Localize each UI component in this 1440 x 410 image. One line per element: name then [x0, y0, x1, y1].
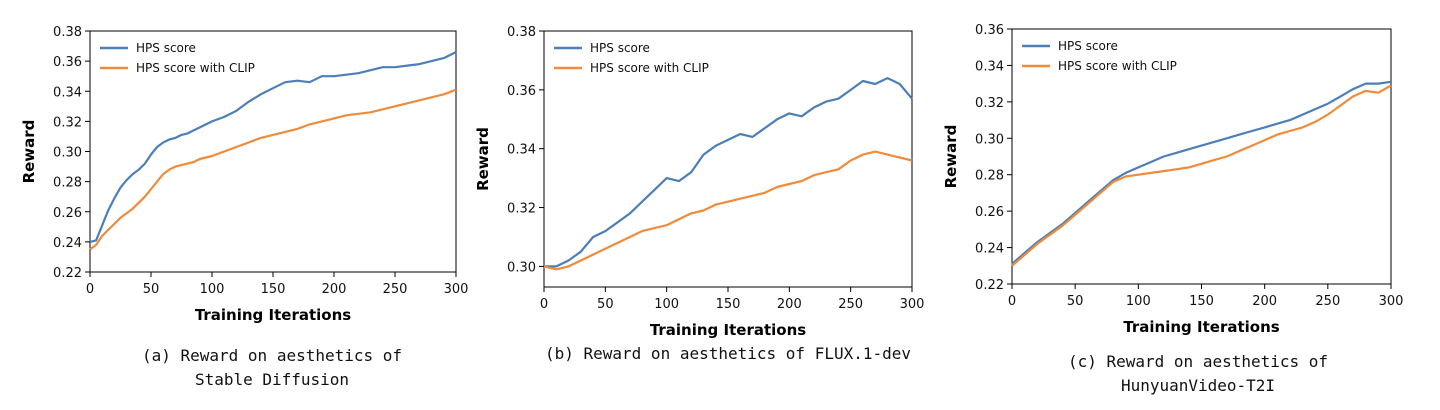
caption-b: (b) Reward on aesthetics of FLUX.1-dev [528, 342, 928, 366]
x-tick-label: 0 [86, 282, 94, 297]
x-tick-label: 150 [716, 297, 741, 312]
y-tick-label: 0.38 [507, 25, 536, 40]
x-tick-label: 250 [838, 297, 863, 312]
chart-panel-b: 0.30 0.32 0.34 0.36 0.38 0 50 100 150 200 250 300 Tr… [474, 25, 924, 339]
x-tick-label: 0 [1008, 294, 1016, 309]
caption-c-line-1: (c) Reward on aesthetics of [1067, 352, 1329, 371]
y-tick-label: 0.34 [507, 143, 536, 158]
caption-c: (c) Reward on aesthetics of HunyuanVideo… [1018, 350, 1378, 398]
y-tick-label: 0.30 [53, 146, 82, 161]
y-axis-label: Reward [942, 125, 960, 189]
legend-label: HPS score [136, 41, 196, 55]
x-tick-label: 0 [540, 297, 548, 312]
y-tick-label: 0.32 [53, 115, 82, 130]
x-tick-label: 300 [444, 282, 469, 297]
x-tick-label: 100 [200, 282, 225, 297]
caption-a-line-2: Stable Diffusion [194, 370, 350, 389]
y-tick-label: 0.34 [975, 59, 1004, 74]
y-tick-label: 0.22 [53, 266, 82, 281]
y-tick-label: 0.32 [975, 96, 1004, 111]
x-axis-label: Training Iterations [650, 321, 806, 339]
series-line-hps-score [1011, 80, 1392, 265]
x-tick-label: 50 [143, 282, 160, 297]
y-tick-label: 0.34 [53, 85, 82, 100]
x-tick-label: 200 [1252, 294, 1277, 309]
x-tick-label: 250 [1315, 294, 1340, 309]
x-tick-label: 300 [1379, 294, 1404, 309]
y-tick-label: 0.30 [975, 132, 1004, 147]
y-tick-label: 0.28 [975, 169, 1004, 184]
series-line-hps-score [544, 76, 913, 268]
y-tick-label: 0.36 [53, 55, 82, 70]
y-tick-label: 0.32 [507, 202, 536, 217]
y-tick-label: 0.26 [53, 206, 82, 221]
y-tick-label: 0.22 [975, 278, 1004, 293]
x-axis-label: Training Iterations [195, 306, 351, 324]
caption-c-line-2: HunyuanVideo-T2I [1120, 376, 1276, 395]
x-tick-label: 300 [900, 297, 925, 312]
caption-a-line-1: (a) Reward on aesthetics of [141, 346, 403, 365]
x-tick-label: 200 [777, 297, 802, 312]
legend-label: HPS score with CLIP [136, 61, 255, 75]
y-tick-label: 0.24 [53, 236, 82, 251]
chart-panel-c: 0.22 0.24 0.26 0.28 0.30 0.32 0.34 0.36 0 50 100 15… [942, 23, 1403, 336]
chart-panel-a: 0.22 0.24 0.26 0.28 0.30 0.32 0.34 0.36 0.38 0 50 1… [20, 25, 468, 324]
x-tick-label: 100 [1126, 294, 1151, 309]
x-tick-label: 50 [1067, 294, 1084, 309]
x-tick-label: 200 [322, 282, 347, 297]
y-axis-label: Reward [20, 120, 38, 184]
y-tick-label: 0.28 [53, 176, 82, 191]
caption-a: (a) Reward on aesthetics of Stable Diffu… [92, 344, 452, 392]
legend-label: HPS score [590, 41, 650, 55]
y-tick-label: 0.30 [507, 260, 536, 275]
y-tick-label: 0.36 [507, 84, 536, 99]
x-tick-label: 50 [597, 297, 614, 312]
x-tick-label: 150 [261, 282, 286, 297]
series-line-hps-score [89, 51, 457, 243]
y-axis-label: Reward [474, 127, 492, 191]
x-axis-label: Training Iterations [1123, 318, 1279, 336]
y-tick-label: 0.38 [53, 25, 82, 40]
legend-label: HPS score with CLIP [590, 61, 709, 75]
y-tick-label: 0.36 [975, 23, 1004, 38]
series-line-hps-score-with-clip [543, 150, 913, 271]
series-line-hps-score-with-clip [1011, 84, 1392, 267]
legend-label: HPS score [1058, 39, 1118, 53]
caption-b-line-1: (b) Reward on aesthetics of FLUX.1-dev [544, 344, 912, 363]
legend-label: HPS score with CLIP [1058, 59, 1177, 73]
x-tick-label: 100 [654, 297, 679, 312]
x-tick-label: 150 [1189, 294, 1214, 309]
y-tick-label: 0.26 [975, 205, 1004, 220]
x-tick-label: 250 [383, 282, 408, 297]
series-line-hps-score-with-clip [89, 88, 457, 251]
y-tick-label: 0.24 [975, 242, 1004, 257]
